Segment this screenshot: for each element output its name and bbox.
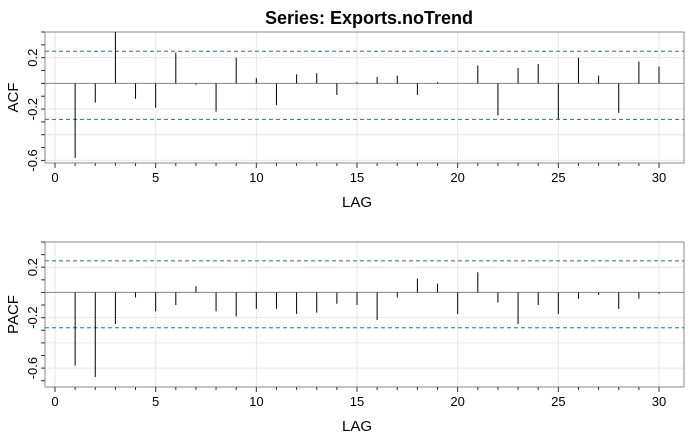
pacf-x-tick-label: 20 (450, 394, 464, 409)
acf-x-tick-label: 0 (51, 170, 58, 185)
acf-x-tick-label: 10 (249, 170, 263, 185)
pacf-x-tick-label: 0 (51, 394, 58, 409)
acf-y-axis-label: ACF (5, 83, 22, 113)
pacf-x-tick-label: 5 (152, 394, 159, 409)
acf-y-tick-label: -0.6 (25, 149, 40, 171)
acf-x-tick-label: 20 (450, 170, 464, 185)
pacf-x-axis-label: LAG (342, 418, 372, 432)
pacf-x-tick-label: 10 (249, 394, 263, 409)
acf-x-tick-label: 5 (152, 170, 159, 185)
acf-x-tick-label: 15 (350, 170, 364, 185)
pacf-x-tick-label: 15 (350, 394, 364, 409)
acf-plot-frame (44, 31, 685, 164)
acf-x-tick-label: 25 (551, 170, 565, 185)
pacf-y-axis-label: PACF (5, 295, 22, 334)
acf-y-tick-label: -0.2 (25, 98, 40, 120)
pacf-y-tick-label: -0.2 (25, 306, 40, 328)
acf-x-axis-label: LAG (342, 194, 372, 211)
pacf-plot-frame (44, 241, 685, 388)
pacf-x-tick-label: 25 (551, 394, 565, 409)
pacf-y-tick-label: -0.6 (25, 357, 40, 379)
pacf-x-tick-label: 30 (652, 394, 666, 409)
acf-y-tick-label: 0.2 (25, 49, 40, 67)
acf-x-tick-label: 30 (652, 170, 666, 185)
pacf-y-tick-label: 0.2 (25, 258, 40, 276)
chart-title: Series: Exports.noTrend (265, 8, 473, 28)
